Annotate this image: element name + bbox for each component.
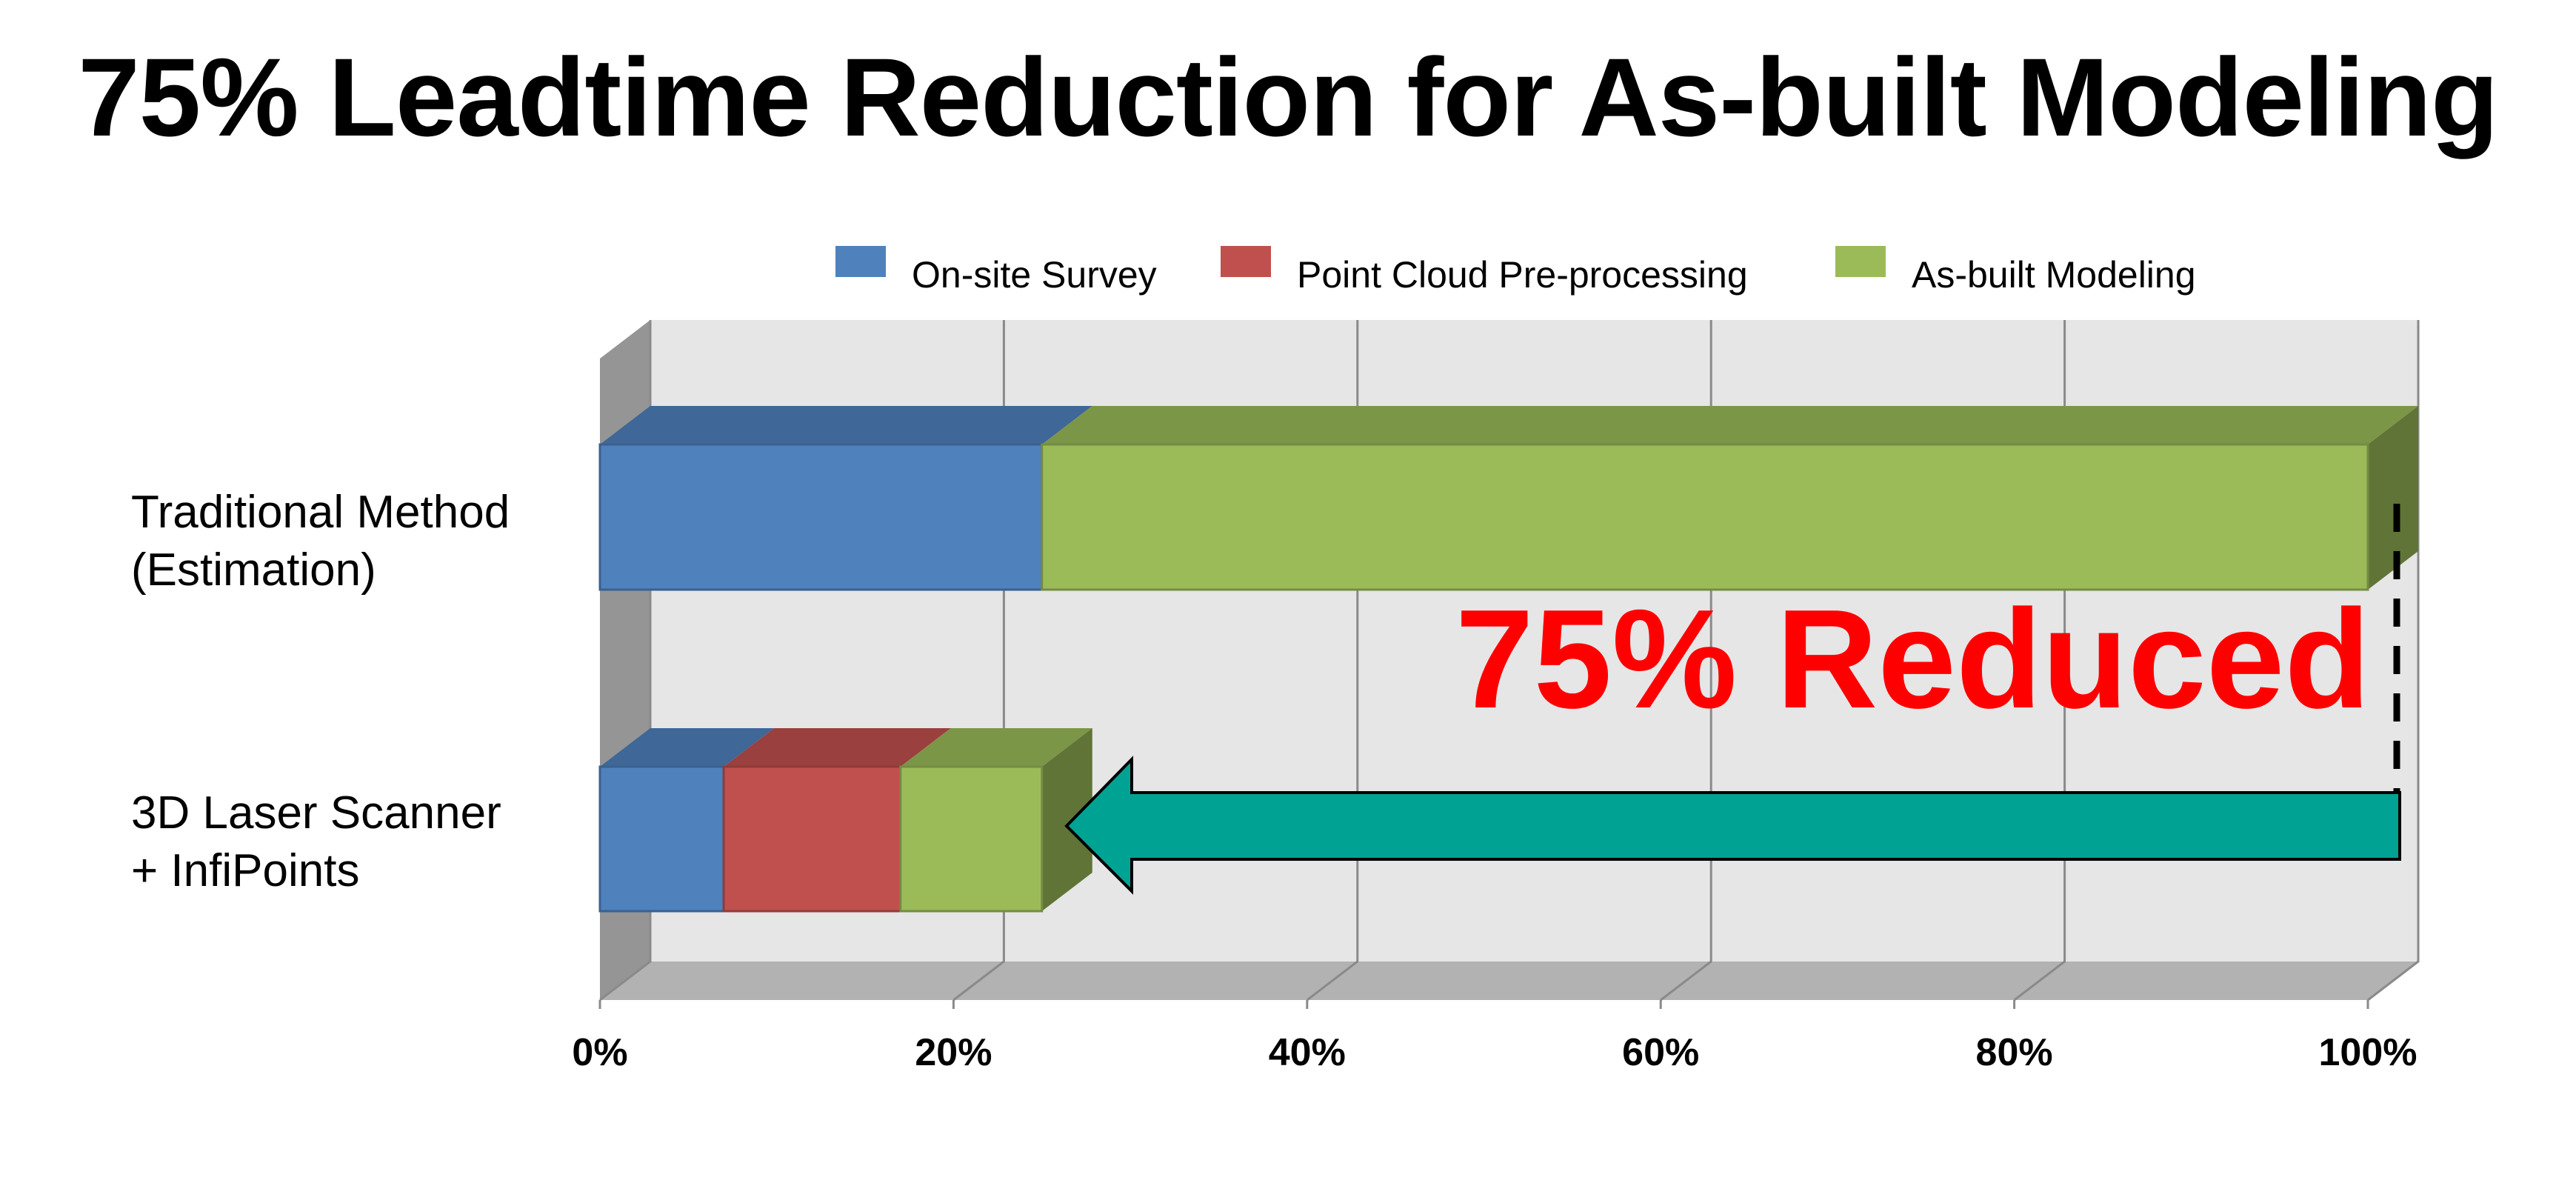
bar-top — [724, 728, 951, 767]
legend-label: As-built Modeling — [1912, 254, 2196, 296]
x-tick-label: 100% — [2319, 1031, 2417, 1074]
category-label: + InfiPoints — [131, 845, 359, 896]
bar-segment — [598, 443, 1044, 591]
legend-swatch — [835, 246, 886, 277]
bar-segment — [1041, 443, 2369, 591]
legend-item: Point Cloud Pre-processing — [1221, 246, 1748, 296]
bar-side — [1041, 728, 1092, 911]
legend-item: On-site Survey — [835, 246, 1157, 296]
reduction-arrow — [1064, 756, 2401, 895]
category-label: (Estimation) — [131, 544, 376, 596]
bar-top — [600, 728, 775, 767]
x-tick-label: 40% — [1269, 1031, 1346, 1074]
bar-segment — [722, 765, 902, 913]
floor — [600, 962, 2418, 1000]
legend-label: Point Cloud Pre-processing — [1297, 254, 1748, 296]
bar-top — [600, 406, 1092, 444]
x-tick-label: 80% — [1976, 1031, 2053, 1074]
legend-swatch — [1221, 246, 1271, 277]
legend-label: On-site Survey — [912, 254, 1157, 296]
category-label: 3D Laser Scanner — [131, 787, 501, 839]
x-tick-label: 60% — [1622, 1031, 1699, 1074]
bar-top — [1041, 406, 2418, 444]
reduction-annotation: 75% Reduced — [1455, 581, 2370, 738]
bar-segment — [598, 765, 725, 913]
legend-swatch — [1835, 246, 1886, 277]
bar-segment — [899, 765, 1044, 913]
x-tick-label: 0% — [572, 1031, 627, 1074]
category-labels: Traditional Method (Estimation) 3D Laser S… — [131, 487, 510, 896]
annotations: 75% Reduced — [1064, 504, 2401, 895]
chart-title: 75% Leadtime Reduction for As-built Mode… — [78, 35, 2498, 159]
bars: 25%75%7%10%8% — [598, 406, 2418, 913]
x-tick-label: 20% — [915, 1031, 992, 1074]
legend: On-site Survey Point Cloud Pre-processing… — [835, 246, 2196, 296]
category-label: Traditional Method — [131, 487, 510, 538]
bar-top — [900, 728, 1092, 767]
bar-side — [2368, 406, 2418, 590]
x-axis-ticks: 0% 20% 40% 60% 80% 100% — [572, 1031, 2417, 1074]
legend-item: As-built Modeling — [1835, 246, 2196, 296]
